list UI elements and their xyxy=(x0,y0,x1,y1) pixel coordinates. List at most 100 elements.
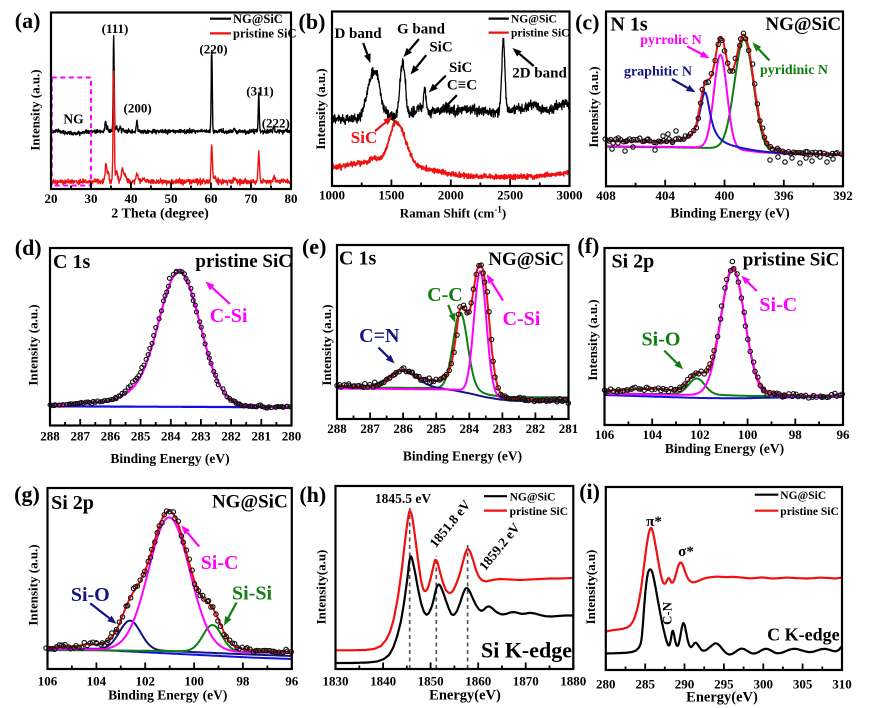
svg-text:2D band: 2D band xyxy=(512,66,567,82)
svg-text:60: 60 xyxy=(205,191,218,206)
svg-text:C 1s: C 1s xyxy=(53,251,90,273)
svg-text:Si K-edge: Si K-edge xyxy=(481,638,572,663)
svg-text:Si 2p: Si 2p xyxy=(612,251,655,273)
svg-text:282: 282 xyxy=(526,421,546,436)
svg-text:Si 2p: Si 2p xyxy=(51,492,94,514)
svg-text:285: 285 xyxy=(131,428,151,443)
svg-text:1000: 1000 xyxy=(319,188,345,203)
svg-text:pristine SiC: pristine SiC xyxy=(195,251,292,272)
svg-text:Intensity (a.u.): Intensity (a.u.) xyxy=(319,304,334,385)
svg-text:NG@SiC: NG@SiC xyxy=(212,492,288,513)
svg-text:(a): (a) xyxy=(15,8,41,33)
svg-text:Intensity(a.u): Intensity(a.u) xyxy=(583,550,598,625)
svg-text:280: 280 xyxy=(596,676,616,691)
svg-text:288: 288 xyxy=(40,428,60,443)
svg-text:310: 310 xyxy=(832,676,852,691)
svg-text:NG@SiC: NG@SiC xyxy=(765,14,841,35)
svg-text:1845.5 eV: 1845.5 eV xyxy=(375,491,431,506)
svg-text:NG@SiC: NG@SiC xyxy=(233,12,283,26)
svg-text:400: 400 xyxy=(715,188,735,203)
svg-text:2000: 2000 xyxy=(438,188,464,203)
svg-text:2 Theta (degree): 2 Theta (degree) xyxy=(111,207,209,222)
svg-text:283: 283 xyxy=(191,428,211,443)
svg-text:pristine SiC: pristine SiC xyxy=(511,28,569,40)
svg-text:Si-O: Si-O xyxy=(642,329,681,351)
svg-text:graphitic N: graphitic N xyxy=(624,65,692,80)
svg-text:(i): (i) xyxy=(579,479,600,504)
svg-text:Intensity(a.u): Intensity(a.u) xyxy=(314,550,329,625)
svg-text:NG@SiC: NG@SiC xyxy=(488,249,564,270)
svg-text:404: 404 xyxy=(655,188,675,203)
svg-text:(b): (b) xyxy=(299,9,326,34)
svg-text:1500: 1500 xyxy=(378,188,404,203)
svg-text:284: 284 xyxy=(460,421,480,436)
svg-text:282: 282 xyxy=(221,428,241,443)
svg-text:C 1s: C 1s xyxy=(339,248,376,270)
svg-text:Binding Energy (eV): Binding Energy (eV) xyxy=(403,448,522,463)
svg-text:2500: 2500 xyxy=(497,188,523,203)
svg-text:SiC: SiC xyxy=(429,40,452,56)
svg-text:1880: 1880 xyxy=(560,673,586,688)
svg-text:pyridinic N: pyridinic N xyxy=(760,63,828,78)
svg-text:1870: 1870 xyxy=(513,673,539,688)
svg-text:(311): (311) xyxy=(246,84,273,99)
svg-text:96: 96 xyxy=(837,427,851,442)
svg-text:N 1s: N 1s xyxy=(610,14,647,36)
svg-text:pristine SiC: pristine SiC xyxy=(233,27,297,41)
svg-text:(d): (d) xyxy=(15,235,42,260)
svg-text:pyrrolic N: pyrrolic N xyxy=(640,33,702,48)
svg-text:(200): (200) xyxy=(124,101,152,116)
svg-text:295: 295 xyxy=(714,676,734,691)
svg-text:(220): (220) xyxy=(199,42,227,57)
svg-text:C=N: C=N xyxy=(359,325,400,347)
svg-text:98: 98 xyxy=(789,427,803,442)
svg-text:(c): (c) xyxy=(575,10,599,35)
svg-text:392: 392 xyxy=(833,188,853,203)
svg-text:281: 281 xyxy=(559,421,579,436)
svg-text:Intensity (a.u.): Intensity (a.u.) xyxy=(586,66,601,147)
svg-text:(h): (h) xyxy=(299,482,326,507)
svg-text:Binding Energy (eV): Binding Energy (eV) xyxy=(110,451,229,466)
svg-text:104: 104 xyxy=(642,427,662,442)
svg-text:408: 408 xyxy=(596,188,616,203)
svg-text:Si-C: Si-C xyxy=(759,294,797,316)
svg-text:NG@SiC: NG@SiC xyxy=(780,490,826,502)
svg-text:1830: 1830 xyxy=(323,673,349,688)
svg-text:NG@SiC: NG@SiC xyxy=(511,14,557,26)
svg-text:SiC: SiC xyxy=(351,128,377,147)
svg-text:pristine SiC: pristine SiC xyxy=(510,506,568,518)
svg-text:(222): (222) xyxy=(262,116,290,131)
svg-text:Intensity (a.u.): Intensity (a.u.) xyxy=(313,68,328,149)
svg-text:285: 285 xyxy=(426,421,446,436)
svg-text:C≡C: C≡C xyxy=(447,78,477,94)
svg-text:pristine SiC: pristine SiC xyxy=(780,506,838,518)
svg-text:C-Si: C-Si xyxy=(210,305,248,327)
svg-text:287: 287 xyxy=(70,428,90,443)
svg-text:Energy(eV): Energy(eV) xyxy=(686,690,758,706)
svg-text:290: 290 xyxy=(675,676,695,691)
svg-text:30: 30 xyxy=(85,191,98,206)
svg-text:(f): (f) xyxy=(577,233,599,258)
svg-text:π*: π* xyxy=(646,514,662,530)
svg-text:3000: 3000 xyxy=(557,188,583,203)
svg-text:50: 50 xyxy=(165,191,178,206)
svg-text:G band: G band xyxy=(397,22,446,38)
svg-text:96: 96 xyxy=(285,673,299,688)
svg-text:305: 305 xyxy=(793,676,813,691)
svg-text:102: 102 xyxy=(135,673,155,688)
svg-text:C-C: C-C xyxy=(427,284,463,306)
svg-text:Si-Si: Si-Si xyxy=(232,583,272,605)
svg-text:80: 80 xyxy=(285,191,298,206)
svg-text:1860: 1860 xyxy=(465,673,491,688)
svg-text:70: 70 xyxy=(245,191,258,206)
svg-text:286: 286 xyxy=(101,428,121,443)
svg-text:Si-O: Si-O xyxy=(71,584,110,606)
svg-text:98: 98 xyxy=(236,673,250,688)
svg-text:Energy(eV): Energy(eV) xyxy=(429,688,501,704)
svg-text:283: 283 xyxy=(493,421,513,436)
svg-text:(g): (g) xyxy=(14,482,40,507)
svg-text:20: 20 xyxy=(45,191,58,206)
svg-text:284: 284 xyxy=(161,428,181,443)
svg-text:C K-edge: C K-edge xyxy=(767,625,839,645)
svg-text:100: 100 xyxy=(738,427,758,442)
